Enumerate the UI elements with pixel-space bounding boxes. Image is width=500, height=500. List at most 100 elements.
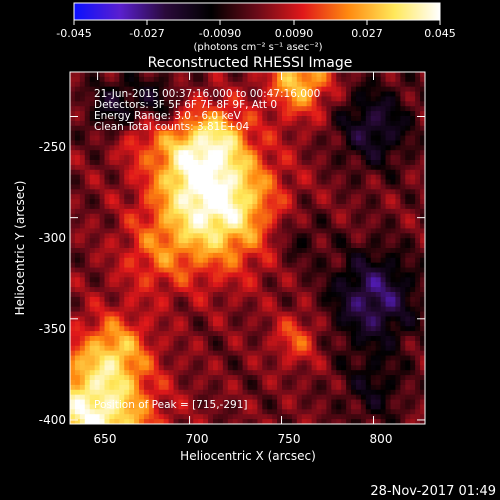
heatmap-cell bbox=[173, 365, 180, 371]
heatmap-cell bbox=[134, 394, 140, 401]
heatmap-cell bbox=[242, 252, 249, 259]
heatmap-cell bbox=[193, 120, 199, 127]
heatmap-cell bbox=[227, 370, 234, 376]
heatmap-cell bbox=[114, 120, 120, 127]
heatmap-cell bbox=[296, 228, 303, 234]
heatmap-cell bbox=[301, 282, 308, 288]
heatmap-cell bbox=[203, 91, 209, 98]
heatmap-cell bbox=[420, 370, 425, 376]
heatmap-cell bbox=[252, 76, 258, 83]
heatmap-cell bbox=[400, 336, 406, 342]
heatmap-cell bbox=[217, 179, 224, 186]
heatmap-cell bbox=[272, 306, 278, 313]
heatmap-cell bbox=[326, 331, 332, 337]
heatmap-cell bbox=[119, 409, 125, 415]
heatmap-cell bbox=[212, 306, 219, 313]
heatmap-cell bbox=[242, 135, 249, 142]
heatmap-cell bbox=[301, 375, 308, 381]
heatmap-cell bbox=[277, 130, 283, 137]
heatmap-cell bbox=[341, 199, 347, 205]
heatmap-cell bbox=[109, 409, 115, 415]
heatmap-cell bbox=[351, 150, 357, 156]
heatmap-cell bbox=[410, 228, 416, 234]
heatmap-cell bbox=[237, 326, 244, 332]
heatmap-cell bbox=[79, 169, 86, 176]
heatmap-cell bbox=[410, 76, 416, 83]
heatmap-cell bbox=[129, 150, 135, 156]
heatmap-cell bbox=[405, 116, 411, 122]
heatmap-cell bbox=[375, 389, 382, 396]
heatmap-cell bbox=[286, 135, 293, 142]
heatmap-cell bbox=[217, 106, 224, 112]
heatmap-cell bbox=[365, 204, 372, 210]
heatmap-cell bbox=[252, 179, 258, 186]
heatmap-cell bbox=[99, 384, 106, 391]
heatmap-cell bbox=[242, 389, 249, 396]
heatmap-cell bbox=[257, 169, 263, 176]
heatmap-cell bbox=[365, 116, 372, 122]
heatmap-cell bbox=[198, 311, 204, 318]
heatmap-cell bbox=[148, 140, 155, 146]
heatmap-cell bbox=[282, 350, 288, 357]
heatmap-cell bbox=[242, 292, 249, 298]
heatmap-cell bbox=[257, 91, 263, 98]
heatmap-cell bbox=[188, 350, 194, 357]
heatmap-cell bbox=[355, 404, 362, 410]
heatmap-cell bbox=[415, 282, 421, 288]
heatmap-cell bbox=[129, 394, 135, 401]
heatmap-cell bbox=[188, 218, 194, 225]
heatmap-cell bbox=[405, 287, 411, 293]
heatmap-cell bbox=[168, 208, 175, 215]
heatmap-cell bbox=[114, 72, 120, 78]
heatmap-cell bbox=[84, 272, 91, 278]
heatmap-cell bbox=[410, 306, 416, 313]
heatmap-cell bbox=[104, 101, 111, 107]
heatmap-cell bbox=[395, 321, 401, 327]
heatmap-cell bbox=[232, 150, 239, 156]
heatmap-cell bbox=[306, 375, 313, 381]
heatmap-cell bbox=[405, 267, 411, 274]
heatmap-cell bbox=[99, 243, 106, 249]
heatmap-cell bbox=[193, 277, 199, 283]
heatmap-cell bbox=[355, 296, 362, 303]
heatmap-cell bbox=[296, 238, 303, 244]
heatmap-cell bbox=[257, 101, 263, 107]
heatmap-cell bbox=[173, 116, 180, 122]
heatmap-cell bbox=[139, 120, 145, 127]
heatmap-cell bbox=[237, 184, 244, 190]
heatmap-cell bbox=[109, 316, 115, 322]
heatmap-cell bbox=[232, 321, 239, 327]
heatmap-cell bbox=[173, 96, 180, 102]
heatmap-cell bbox=[217, 184, 224, 190]
heatmap-cell bbox=[139, 91, 145, 98]
heatmap-cell bbox=[360, 233, 367, 239]
heatmap-cell bbox=[227, 120, 234, 127]
heatmap-cell bbox=[208, 86, 214, 93]
heatmap-cell bbox=[272, 311, 278, 318]
heatmap-cell bbox=[139, 164, 145, 171]
heatmap-cell bbox=[390, 150, 397, 156]
heatmap-cell bbox=[163, 252, 170, 259]
heatmap-cell bbox=[183, 267, 189, 274]
heatmap-cell bbox=[203, 257, 209, 264]
heatmap-cell bbox=[158, 389, 165, 396]
heatmap-cell bbox=[365, 360, 372, 366]
heatmap-cell bbox=[385, 267, 392, 274]
heatmap-cell bbox=[242, 199, 249, 205]
heatmap-cell bbox=[143, 345, 150, 352]
heatmap-cell bbox=[355, 370, 362, 376]
heatmap-cell bbox=[148, 208, 155, 215]
heatmap-cell bbox=[341, 228, 347, 234]
heatmap-cell bbox=[385, 282, 392, 288]
heatmap-cell bbox=[183, 375, 189, 381]
heatmap-cell bbox=[124, 116, 130, 122]
heatmap-cell bbox=[208, 345, 214, 352]
heatmap-cell bbox=[316, 218, 323, 225]
heatmap-cell bbox=[390, 189, 397, 195]
heatmap-cell bbox=[217, 81, 224, 88]
heatmap-cell bbox=[296, 96, 303, 102]
heatmap-cell bbox=[129, 248, 135, 254]
heatmap-cell bbox=[70, 380, 76, 386]
heatmap-cell bbox=[163, 394, 170, 401]
heatmap-cell bbox=[400, 287, 406, 293]
